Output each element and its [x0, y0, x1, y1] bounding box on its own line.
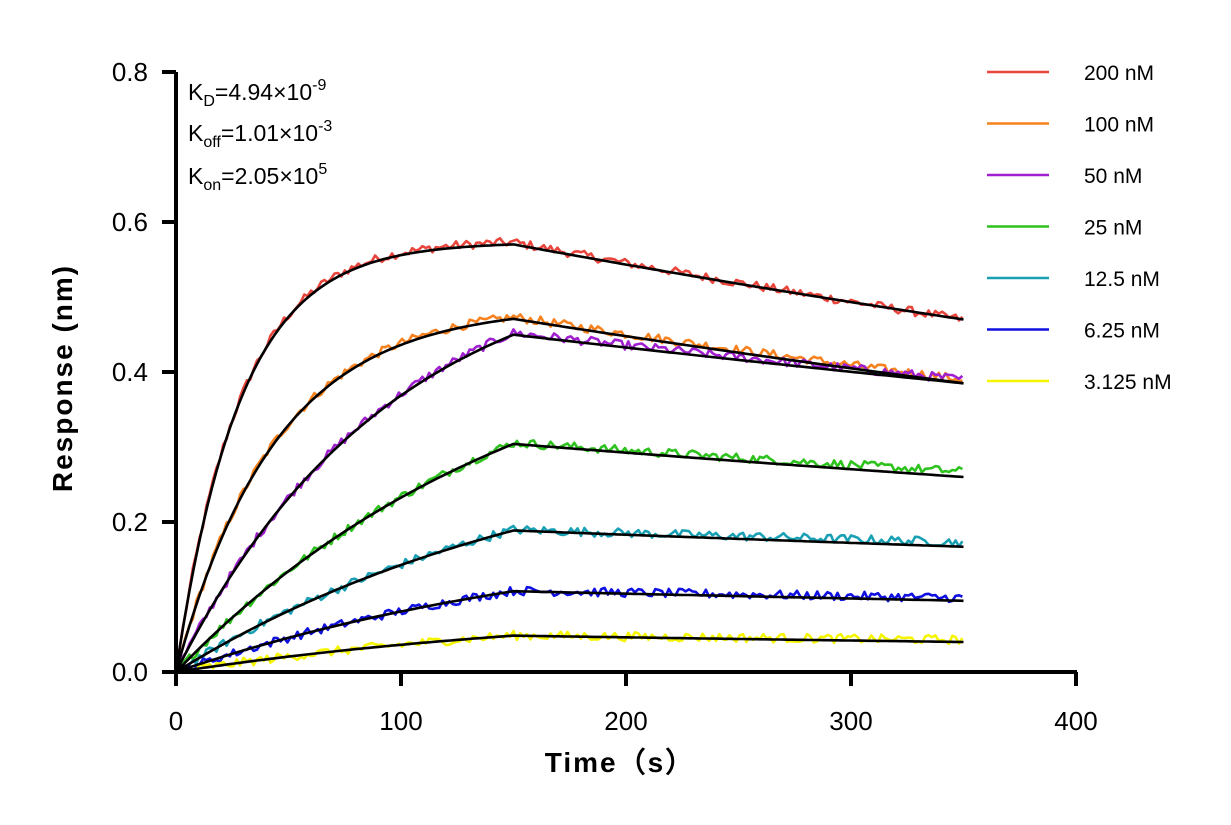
- series-line: [175, 585, 963, 674]
- kinetic-constants: KD=4.94×10-9 Koff=1.01×10-3 Kon=2.05×105: [188, 77, 332, 194]
- fit-curve: [175, 442, 964, 673]
- x-tick-label: 0: [169, 706, 183, 736]
- legend-label: 12.5 nM: [1084, 268, 1160, 291]
- legend-label: 3.125 nM: [1084, 371, 1172, 394]
- legend-label: 50 nM: [1084, 165, 1142, 188]
- koff-annotation: Koff=1.01×10-3: [188, 118, 332, 151]
- series-layer: [174, 237, 964, 674]
- x-tick-label: 300: [829, 706, 872, 736]
- y-tick-label: 0.0: [112, 657, 148, 687]
- x-axis-title: Time（s）: [545, 746, 695, 778]
- legend-label: 25 nM: [1084, 217, 1142, 240]
- series-line: [174, 328, 964, 673]
- x-tick-label: 100: [379, 706, 422, 736]
- y-tick-label: 0.6: [112, 207, 148, 237]
- tick-layer: 0 100 200 300 400 0.0 0.2 0.4 0.6 0.8: [112, 57, 1098, 736]
- legend: 200 nM 100 nM 50 nM 25 nM 12.5 nM 6.25 nM 3.12…: [987, 62, 1172, 394]
- x-tick-label: 400: [1054, 706, 1097, 736]
- x-tick-label: 200: [604, 706, 647, 736]
- fit-curve: [175, 634, 964, 674]
- kd-annotation: KD=4.94×10-9: [188, 77, 326, 110]
- y-axis-title: Response (nm): [47, 264, 78, 492]
- y-tick-label: 0.4: [112, 357, 148, 387]
- fit-curve: [174, 317, 964, 673]
- series-line: [175, 524, 964, 674]
- fit-curve: [174, 333, 964, 673]
- fit-layer: [174, 243, 964, 674]
- fit-curve: [175, 589, 964, 674]
- legend-label: 6.25 nM: [1084, 320, 1160, 343]
- fit-curve: [174, 243, 964, 673]
- legend-label: 100 nM: [1084, 114, 1154, 137]
- y-tick-label: 0.8: [112, 57, 148, 87]
- kon-annotation: Kon=2.05×105: [188, 161, 327, 194]
- legend-label: 200 nM: [1084, 62, 1154, 85]
- fit-curve: [175, 529, 964, 674]
- y-tick-label: 0.2: [112, 507, 148, 537]
